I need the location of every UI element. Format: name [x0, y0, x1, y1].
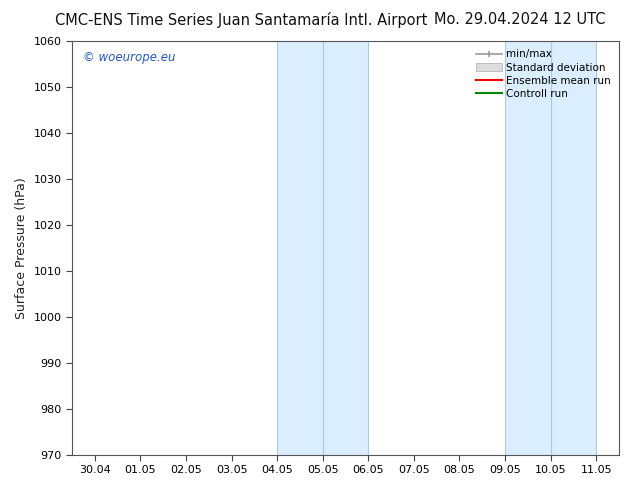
Bar — [551, 41, 596, 455]
Legend: min/max, Standard deviation, Ensemble mean run, Controll run: min/max, Standard deviation, Ensemble me… — [472, 46, 614, 102]
Bar — [277, 41, 323, 455]
Bar — [505, 41, 551, 455]
Text: © woeurope.eu: © woeurope.eu — [83, 51, 176, 64]
Text: CMC-ENS Time Series Juan Santamaría Intl. Airport: CMC-ENS Time Series Juan Santamaría Intl… — [55, 12, 427, 28]
Bar — [323, 41, 368, 455]
Y-axis label: Surface Pressure (hPa): Surface Pressure (hPa) — [15, 177, 28, 318]
Text: Mo. 29.04.2024 12 UTC: Mo. 29.04.2024 12 UTC — [434, 12, 605, 27]
